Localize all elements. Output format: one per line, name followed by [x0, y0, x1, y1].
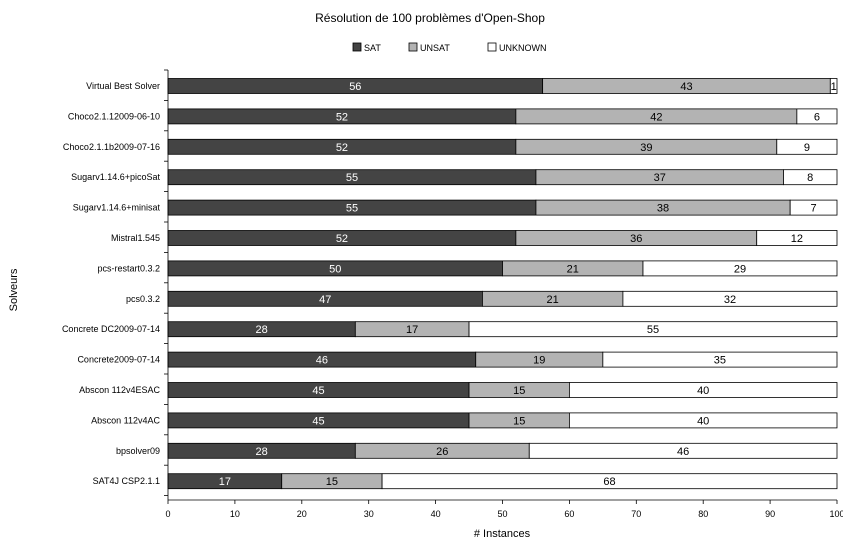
legend-label-unknown: UNKNOWN	[499, 43, 547, 53]
data-label-sat: 50	[329, 263, 341, 275]
bar-segment-unknown	[789, 199, 838, 216]
bar-segment-unknown	[756, 230, 838, 246]
data-label-unsat: 15	[326, 476, 338, 488]
data-label-unknown: 1	[831, 81, 837, 93]
y-axis: Virtual Best Solver Choco2.1.12009-06-10 C…	[62, 69, 169, 500]
x-tick-label: 60	[564, 509, 574, 519]
x-axis: 0 10 20 30 40 50 60 70 80 90 100	[165, 499, 843, 519]
bar-segment-unknown	[783, 169, 838, 186]
y-axis-label: Solveurs	[8, 268, 20, 311]
data-label-unsat: 39	[640, 142, 652, 154]
category-label: Choco2.1.12009-06-10	[68, 111, 160, 121]
bar-segment-unknown	[528, 442, 838, 459]
data-label-sat: 46	[316, 355, 328, 367]
data-label-unknown: 12	[791, 233, 803, 245]
category-label: Concrete DC2009-07-14	[62, 324, 160, 334]
x-tick-label: 0	[165, 509, 170, 519]
data-label-sat: 28	[256, 324, 268, 336]
data-label-sat: 45	[312, 415, 324, 427]
bar-segment-unknown	[602, 351, 838, 368]
data-label-unknown: 8	[807, 172, 813, 184]
category-label: pcs0.3.2	[126, 294, 160, 304]
x-tick-label: 90	[765, 509, 775, 519]
legend-swatch-sat	[352, 42, 362, 52]
data-label-sat: 52	[336, 142, 348, 154]
data-label-sat: 55	[346, 172, 358, 184]
data-label-unsat: 15	[513, 385, 525, 397]
data-label-unknown: 40	[697, 385, 709, 397]
data-label-unsat: 38	[657, 203, 669, 215]
bar-segment-unknown	[569, 412, 838, 429]
data-label-unknown: 7	[811, 203, 817, 215]
plot-area: 56 43 1 52 42 6 52 39 9 55 37 8 55 38 7 52 36 12 50 21 29 47 2…	[167, 78, 838, 490]
data-label-unknown: 40	[697, 415, 709, 427]
data-label-unknown: 32	[724, 294, 736, 306]
x-axis-label: # Instances	[474, 528, 531, 540]
data-label-unsat: 26	[436, 446, 448, 458]
data-label-unsat: 42	[650, 111, 662, 123]
x-tick-label: 70	[631, 509, 641, 519]
bar-segment-unknown	[622, 290, 838, 307]
x-tick-label: 100	[829, 509, 843, 519]
category-label: SAT4J CSP2.1.1	[93, 476, 160, 486]
data-label-unknown: 29	[734, 263, 746, 275]
legend: SAT UNSAT UNKNOWN	[352, 42, 547, 53]
category-label: Abscon 112v4AC	[91, 415, 160, 425]
data-label-sat: 52	[336, 111, 348, 123]
legend-label-unsat: UNSAT	[420, 43, 450, 53]
category-label: Sugarv1.14.6+minisat	[73, 203, 161, 213]
category-label: Concrete2009-07-14	[77, 355, 160, 365]
legend-label-sat: SAT	[364, 43, 381, 53]
x-tick-label: 40	[431, 509, 441, 519]
bar-segment-unknown	[776, 138, 838, 155]
x-tick-label: 30	[364, 509, 374, 519]
data-label-unknown: 35	[714, 355, 726, 367]
data-label-sat: 28	[256, 446, 268, 458]
category-label: Choco2.1.1b2009-07-16	[63, 142, 160, 152]
data-label-unknown: 46	[677, 446, 689, 458]
x-tick-label: 50	[497, 509, 507, 519]
data-label-unknown: 55	[647, 324, 659, 336]
category-label: Virtual Best Solver	[86, 81, 160, 91]
category-label: Mistral1.545	[111, 233, 160, 243]
data-label-unsat: 21	[567, 263, 579, 275]
data-label-unsat: 15	[513, 415, 525, 427]
data-label-sat: 56	[349, 81, 361, 93]
bar-segment-unknown	[468, 321, 838, 338]
category-label: Sugarv1.14.6+picoSat	[71, 172, 160, 182]
data-label-sat: 47	[319, 294, 331, 306]
bar-segment-unknown	[796, 108, 838, 125]
x-tick-label: 80	[698, 509, 708, 519]
chart-title: Résolution de 100 problèmes d'Open-Shop	[315, 11, 545, 25]
data-label-unknown: 9	[804, 142, 810, 154]
legend-swatch-unknown	[487, 42, 497, 52]
bar-segment-unknown	[381, 473, 838, 490]
data-label-sat: 45	[312, 385, 324, 397]
data-label-unsat: 19	[533, 355, 545, 367]
data-label-unsat: 36	[630, 233, 642, 245]
data-label-unsat: 37	[654, 172, 666, 184]
bar-segment-unknown	[642, 260, 838, 277]
data-label-sat: 52	[336, 233, 348, 245]
data-label-sat: 17	[219, 476, 231, 488]
bar-segment-unknown	[829, 78, 838, 94]
category-label: Abscon 112v4ESAC	[79, 385, 160, 395]
x-tick-label: 10	[230, 509, 240, 519]
data-label-unsat: 21	[547, 294, 559, 306]
data-label-unsat: 43	[680, 81, 692, 93]
data-label-unknown: 68	[603, 476, 615, 488]
category-label: bpsolver09	[116, 446, 160, 456]
data-label-sat: 55	[346, 203, 358, 215]
data-label-unknown: 6	[814, 111, 820, 123]
legend-swatch-unsat	[408, 42, 418, 52]
bar-segment-unknown	[569, 382, 838, 398]
x-tick-label: 20	[297, 509, 307, 519]
category-label: pcs-restart0.3.2	[97, 263, 160, 273]
data-label-unsat: 17	[406, 324, 418, 336]
